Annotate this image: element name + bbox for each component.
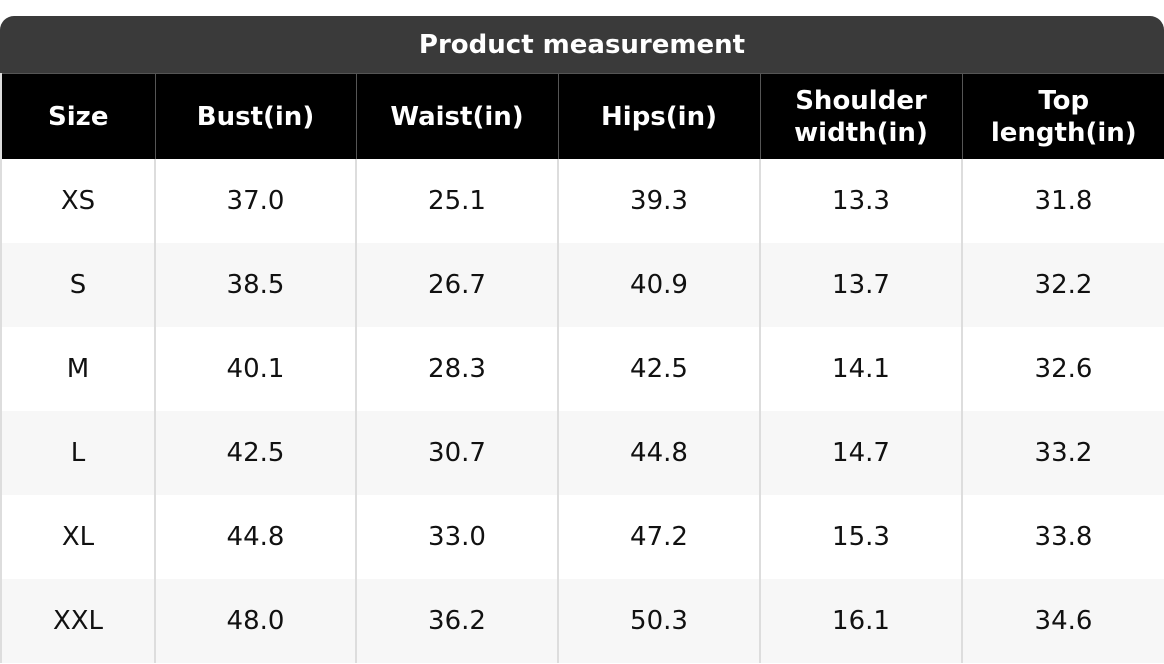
table-cell: 40.1 (154, 327, 356, 411)
header-row: Size Bust(in) Waist(in) Hips(in) Shoulder wi… (0, 73, 1164, 159)
header-cell: Size (0, 73, 155, 159)
table-cell: 38.5 (154, 243, 356, 327)
table-cell: 42.5 (557, 327, 760, 411)
table-cell: 14.7 (759, 411, 962, 495)
table-cell: XXL (0, 579, 155, 663)
table-cell: 32.2 (961, 243, 1164, 327)
measurement-table: Size Bust(in) Waist(in) Hips(in) Shoulder wi… (0, 73, 1164, 663)
table-cell: 48.0 (154, 579, 356, 663)
table-cell: 32.6 (961, 327, 1164, 411)
table-cell: 42.5 (154, 411, 356, 495)
size-chart: Product measurement Size Bust(in) Waist(in… (0, 16, 1164, 663)
table-cell: 34.6 (961, 579, 1164, 663)
table-cell: 39.3 (557, 159, 760, 243)
table-cell: 50.3 (557, 579, 760, 663)
header-cell: Waist(in) (355, 73, 558, 159)
table-cell: M (0, 327, 155, 411)
table-cell: 33.8 (961, 495, 1164, 579)
table-cell: 25.1 (355, 159, 558, 243)
table-row: M 40.1 28.3 42.5 14.1 32.6 (0, 327, 1164, 411)
table-cell: 37.0 (154, 159, 356, 243)
table-cell: L (0, 411, 155, 495)
table-cell: 44.8 (154, 495, 356, 579)
table-cell: 13.3 (759, 159, 962, 243)
table-row: XL 44.8 33.0 47.2 15.3 33.8 (0, 495, 1164, 579)
table-cell: 30.7 (355, 411, 558, 495)
table-cell: 14.1 (759, 327, 962, 411)
table-cell: 31.8 (961, 159, 1164, 243)
table-cell: 15.3 (759, 495, 962, 579)
table-cell: 13.7 (759, 243, 962, 327)
table-title: Product measurement (0, 16, 1164, 73)
header-cell: Hips(in) (557, 73, 760, 159)
table-row: XS 37.0 25.1 39.3 13.3 31.8 (0, 159, 1164, 243)
table-cell: 40.9 (557, 243, 760, 327)
table-cell: 16.1 (759, 579, 962, 663)
table-cell: XS (0, 159, 155, 243)
table-cell: S (0, 243, 155, 327)
table-row: L 42.5 30.7 44.8 14.7 33.2 (0, 411, 1164, 495)
table-cell: 33.2 (961, 411, 1164, 495)
table-cell: 33.0 (355, 495, 558, 579)
table-cell: XL (0, 495, 155, 579)
header-cell: Top length(in) (961, 73, 1164, 159)
table-cell: 28.3 (355, 327, 558, 411)
table-cell: 44.8 (557, 411, 760, 495)
table-cell: 36.2 (355, 579, 558, 663)
header-cell: Bust(in) (154, 73, 356, 159)
table-cell: 26.7 (355, 243, 558, 327)
table-row: XXL 48.0 36.2 50.3 16.1 34.6 (0, 579, 1164, 663)
header-cell: Shoulder width(in) (759, 73, 962, 159)
table-row: S 38.5 26.7 40.9 13.7 32.2 (0, 243, 1164, 327)
table-cell: 47.2 (557, 495, 760, 579)
